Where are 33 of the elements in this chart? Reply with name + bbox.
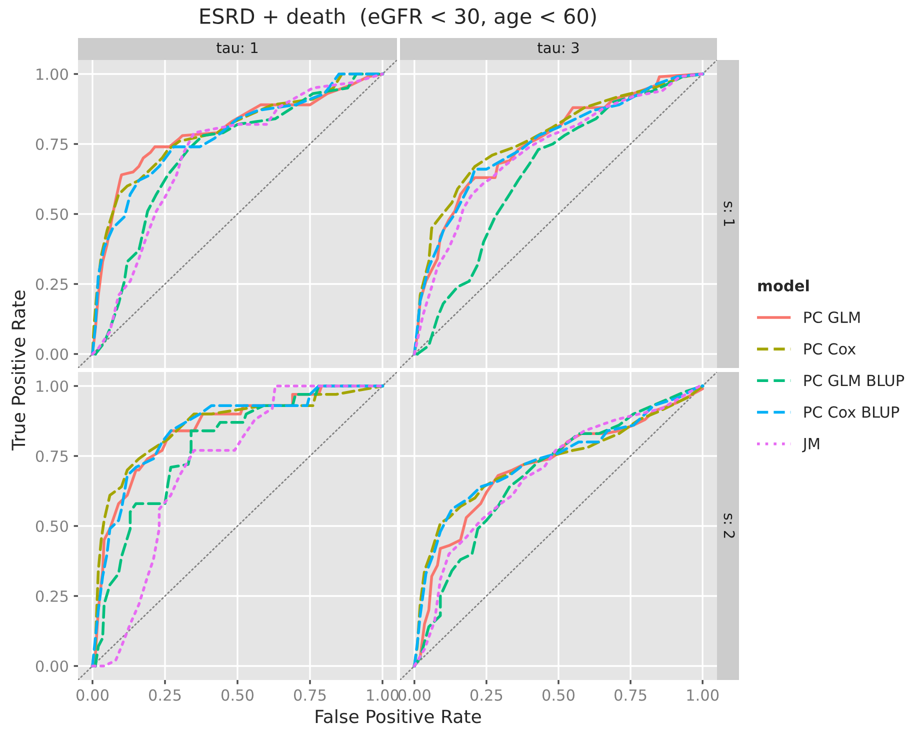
y-tick-label: 0.75 [36, 450, 68, 462]
y-tick-label: 0.00 [36, 348, 68, 360]
y-tick-label: 1.00 [36, 380, 68, 392]
y-tick-label: 0.50 [36, 208, 68, 220]
y-tick-label: 0.50 [36, 520, 68, 532]
x-tick-label: 1.00 [367, 689, 398, 701]
x-tick-label: 0.00 [76, 689, 108, 701]
x-tick-label: 0.25 [149, 689, 181, 701]
text: s: 2 [724, 514, 735, 538]
chart-title: ESRD + death (eGFR < 30, age < 60) [200, 8, 596, 28]
x-tick-label: 0.00 [398, 689, 430, 701]
y-axis-title: True Positive Rate [11, 290, 26, 450]
chart-subtitle: tau: 3 [538, 42, 579, 54]
legend-label: PC GLM [804, 311, 860, 324]
x-tick-label: 0.75 [294, 689, 326, 701]
y-tick-label: 0.00 [36, 660, 68, 672]
legend-label: JM [802, 438, 820, 452]
y-tick-label: 0.75 [36, 138, 68, 150]
chart-subtitle: tau: 1 [216, 42, 258, 54]
legend-label: PC Cox [804, 343, 856, 355]
y-tick-label: 0.25 [36, 590, 68, 602]
x-axis-title: False Positive Rate [316, 709, 481, 724]
x-tick-label: 1.00 [687, 689, 719, 701]
x-tick-label: 0.50 [542, 689, 574, 701]
x-tick-label: 0.75 [614, 689, 646, 701]
text: s: 1 [724, 202, 735, 226]
legend-title: model [758, 280, 809, 292]
legend-label: PC GLM BLUP [804, 374, 904, 386]
legend-label: PC Cox BLUP [804, 406, 900, 418]
x-tick-label: 0.25 [470, 689, 502, 701]
y-tick-label: 1.00 [36, 68, 68, 80]
y-tick-label: 0.25 [36, 278, 68, 290]
x-tick-label: 0.50 [222, 689, 254, 701]
